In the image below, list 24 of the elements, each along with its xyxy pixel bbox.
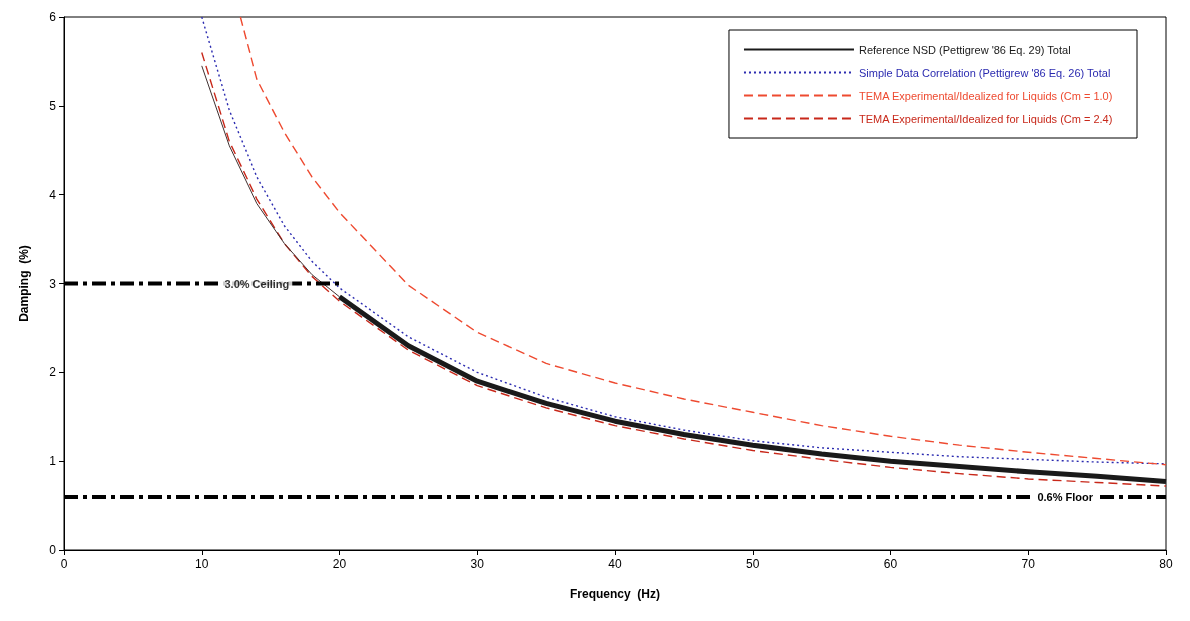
text: TEMA Experimental/Idealized for Liquids (Cm = 1.0): [858, 89, 1113, 102]
x-tick-label: 60: [883, 557, 898, 571]
text: Simple Data Correlation (Pettigrew '86 Eq. 26) Total: [858, 66, 1111, 79]
x-tick-label: 70: [1021, 557, 1036, 571]
annotation: 3.0% Ceiling: [224, 277, 290, 290]
x-tick-label: 0: [60, 557, 68, 571]
x-tick-label: 40: [608, 557, 622, 571]
ref-line-label: 0.6% Floor: [1037, 490, 1094, 503]
x-tick-label: 20: [332, 557, 347, 571]
y-tick-label: 0: [49, 543, 57, 557]
y-tick-label: 2: [49, 365, 57, 380]
x-tick-label: 30: [470, 557, 485, 571]
text: Reference NSD (Pettigrew '86 Eq. 29) Total: [858, 43, 1071, 56]
x-tick-label: 80: [1159, 557, 1173, 571]
x-tick-label: 10: [195, 557, 209, 571]
y-tick-label: 3: [49, 276, 57, 291]
y-tick-label: 4: [49, 187, 57, 202]
y-tick-label: 1: [49, 454, 57, 469]
y-tick-label: 6: [49, 10, 57, 24]
x-tick-label: 50: [746, 557, 760, 571]
y-tick-label: 5: [49, 98, 57, 113]
y-axis-title: Damping (%): [17, 245, 31, 322]
text: TEMA Experimental/Idealized for Liquids (Cm = 2.4): [858, 112, 1113, 125]
x-axis-title: Frequency (Hz): [569, 587, 661, 601]
